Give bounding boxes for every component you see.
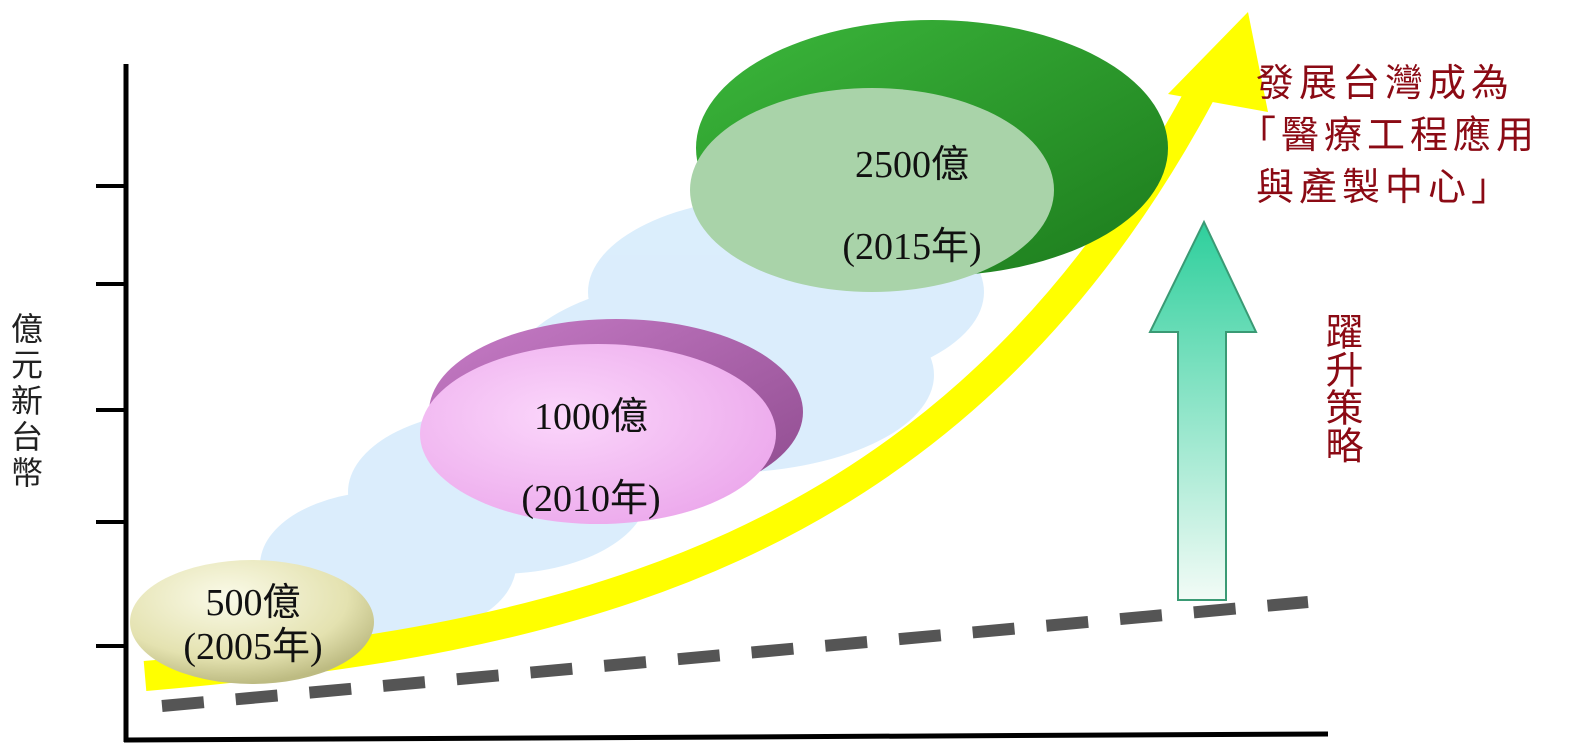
milestone-value: 1000億: [533, 396, 648, 438]
milestone-label-2015: 2500億 (2015年): [812, 146, 1012, 266]
milestone-label-2005: 500億 (2005年): [168, 584, 338, 666]
milestone-value: 2500億: [854, 144, 969, 186]
disc-1000-top: [420, 344, 776, 524]
growth-arrow-head: [1168, 12, 1268, 112]
milestone-year: (2005年): [183, 626, 323, 668]
disc-1000: [420, 319, 803, 524]
disc-2500-top: [690, 88, 1054, 292]
goal-line-1: 發展台灣成為: [1256, 63, 1515, 105]
y-axis-ticks: [96, 184, 126, 648]
goal-line-2: 「醫療工程應用: [1238, 115, 1540, 157]
x-axis-line: [123, 731, 1329, 743]
disc-500: [130, 560, 374, 684]
milestone-label-2010: 1000億 (2010年): [496, 398, 686, 518]
goal-text: 發展台灣成為 「醫療工程應用 與產製中心」: [1238, 58, 1539, 214]
milestone-year: (2015年): [842, 226, 982, 268]
milestone-year: (2010年): [521, 478, 661, 520]
strategy-label: 躍升策略: [1319, 312, 1361, 464]
strategy-arrow: [1148, 219, 1258, 601]
y-axis-label: 億元新台幣: [7, 312, 43, 492]
milestone-value: 500億: [205, 582, 301, 624]
goal-line-3: 與產製中心」: [1256, 167, 1515, 209]
disc-2500: [690, 20, 1168, 292]
